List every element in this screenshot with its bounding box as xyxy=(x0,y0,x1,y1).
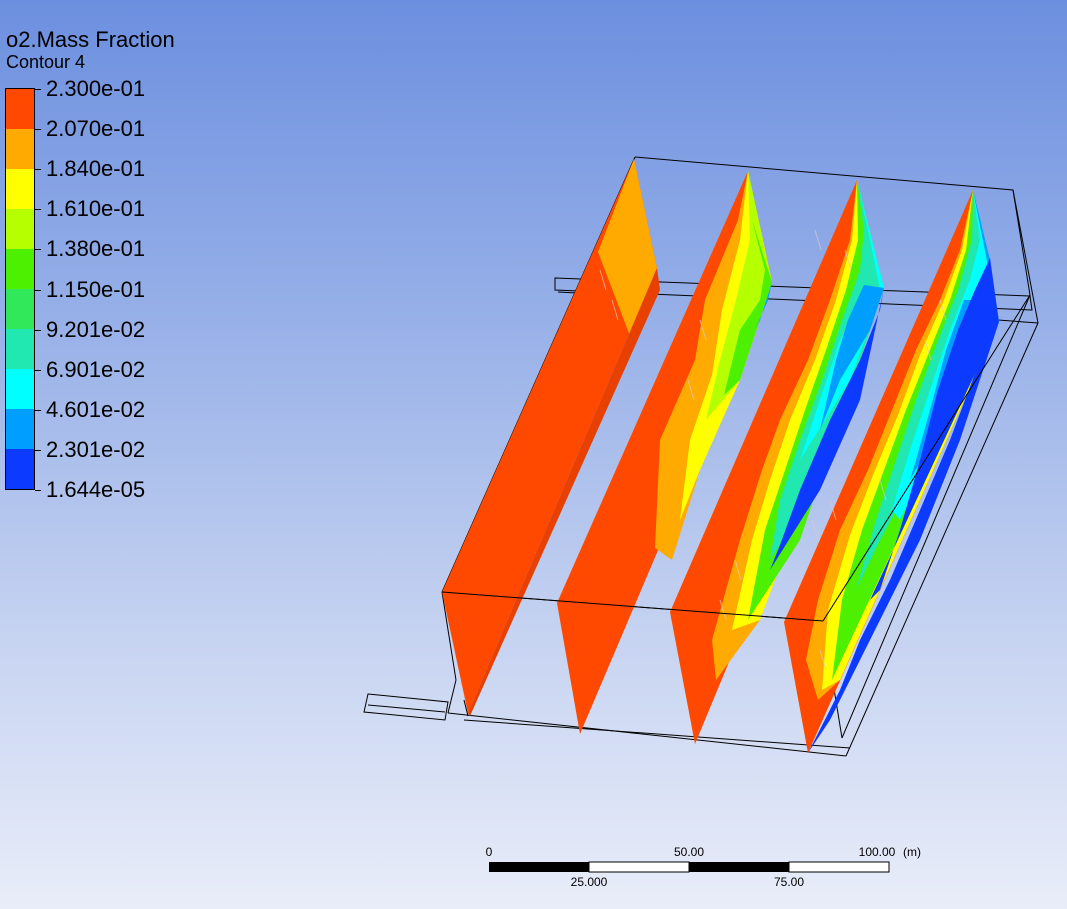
legend-band-1 xyxy=(6,129,34,169)
legend-title: o2.Mass Fraction xyxy=(6,27,175,52)
legend-label-7: 6.901e-02 xyxy=(46,356,146,382)
domain-wireframe-front xyxy=(441,294,1031,717)
legend-tick xyxy=(35,449,41,451)
scale-tick-25: 25.000 xyxy=(571,875,608,889)
contour-plane-2 xyxy=(557,171,772,734)
legend-tick xyxy=(35,89,41,90)
scale-tick-0: 0 xyxy=(486,845,493,859)
legend-tick xyxy=(35,249,41,251)
legend-band-3 xyxy=(6,209,34,249)
legend-tick xyxy=(35,329,41,331)
contour-plane-1 xyxy=(442,159,660,716)
legend-band-6 xyxy=(6,329,34,369)
legend-band-8 xyxy=(6,409,34,449)
contour-plane-4 xyxy=(784,190,999,753)
legend-label-0: 2.300e-01 xyxy=(46,76,146,101)
legend-label-10: 1.644e-05 xyxy=(46,477,146,502)
legend-label-8: 4.601e-02 xyxy=(46,396,146,422)
legend-colorbar xyxy=(5,88,35,490)
legend-label-6: 9.201e-02 xyxy=(46,316,146,342)
legend-label-5: 1.150e-01 xyxy=(46,276,146,302)
scale-bar: 0 50.00 100.00 (m) 25.000 75.00 xyxy=(486,845,921,889)
scale-tick-50: 50.00 xyxy=(674,845,704,859)
legend-tick xyxy=(35,209,41,211)
legend-label-3: 1.610e-01 xyxy=(46,196,146,222)
legend-tick xyxy=(35,409,41,411)
legend-label-1: 2.070e-01 xyxy=(46,116,146,142)
legend-band-7 xyxy=(6,369,34,409)
scale-tick-100: 100.00 xyxy=(859,845,896,859)
vector-arrows xyxy=(599,229,947,671)
scale-unit: (m) xyxy=(903,845,921,859)
legend-tick xyxy=(35,490,41,491)
legend-band-0 xyxy=(6,89,34,129)
legend-label-2: 1.840e-01 xyxy=(46,156,146,182)
legend-subtitle: Contour 4 xyxy=(6,52,86,72)
scale-tick-75: 75.00 xyxy=(774,875,804,889)
contour-plane-3 xyxy=(670,180,884,744)
legend-label-9: 2.301e-02 xyxy=(46,436,146,462)
legend-tick xyxy=(35,169,41,171)
legend-tick xyxy=(35,129,41,131)
legend-label-4: 1.380e-01 xyxy=(46,236,146,262)
legend-band-2 xyxy=(6,169,34,209)
legend-tick xyxy=(35,289,41,291)
legend-band-9 xyxy=(6,449,34,489)
legend-tick xyxy=(35,369,41,371)
legend-band-4 xyxy=(6,249,34,289)
legend-band-5 xyxy=(6,289,34,329)
